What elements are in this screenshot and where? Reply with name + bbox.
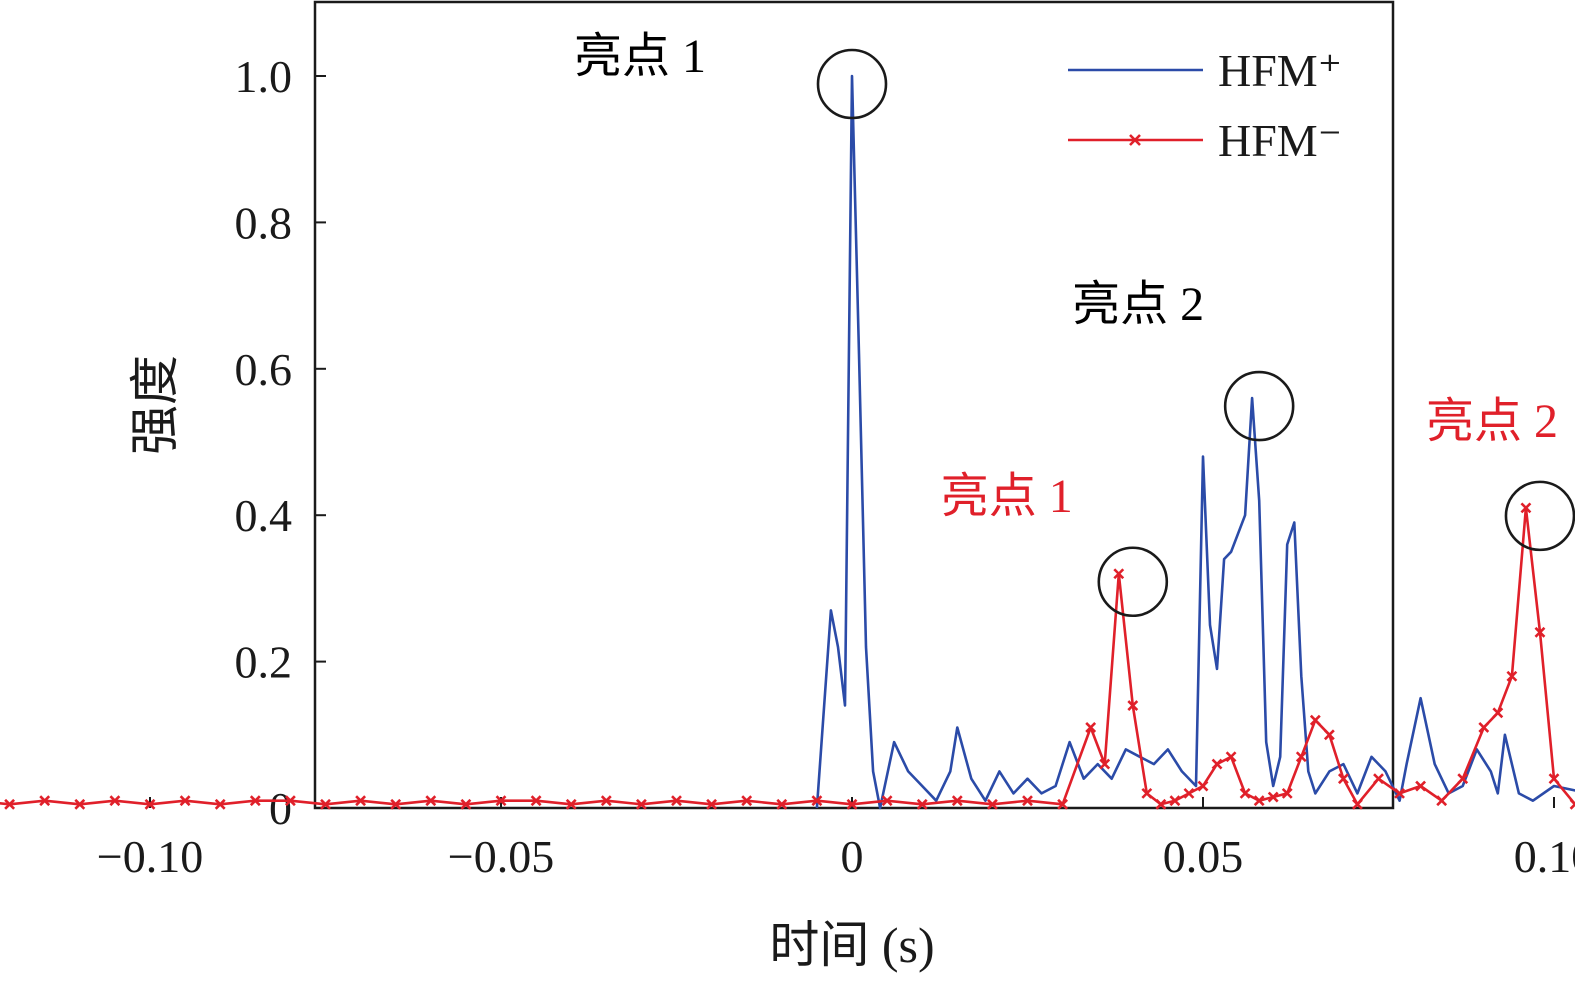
data-point: [425, 795, 437, 807]
data-point: [109, 795, 121, 807]
bright-spot-label: 亮点 2: [1426, 395, 1558, 448]
data-point: [706, 798, 718, 810]
data-point: [1478, 722, 1490, 733]
x-tick-label: 0.05: [1163, 831, 1244, 882]
data-point: [1548, 773, 1560, 785]
data-point: [1352, 798, 1363, 810]
legend-label: HFM⁺: [1218, 45, 1342, 96]
highlight-circle: [1097, 546, 1169, 618]
legend-label: HFM⁻: [1218, 115, 1342, 166]
data-point: [355, 795, 367, 807]
x-tick-label: −0.05: [448, 831, 554, 882]
data-point: [1239, 787, 1251, 799]
data-point: [1569, 798, 1575, 810]
data-point: [249, 795, 261, 807]
data-point: [1534, 626, 1546, 638]
data-point: [1267, 791, 1279, 803]
data-point: [600, 795, 612, 807]
bright-spot-label: 亮点 2: [1072, 278, 1204, 331]
data-point: [1085, 722, 1097, 733]
data-point: [881, 795, 893, 807]
data-point: [1295, 751, 1307, 763]
data-point: [1141, 787, 1153, 799]
data-point: [284, 795, 296, 807]
bright-spot-label: 亮点 1: [941, 470, 1073, 523]
data-point: [1309, 714, 1321, 726]
data-point: [495, 795, 507, 807]
data-point: [1253, 795, 1265, 807]
data-point: [916, 798, 928, 810]
data-point: [1113, 568, 1125, 580]
data-point: [39, 795, 51, 807]
data-point: [951, 795, 963, 807]
data-point: [214, 798, 226, 810]
data-point: [671, 795, 682, 807]
y-tick-label: 0.2: [235, 637, 293, 688]
data-point: [74, 798, 86, 810]
y-tick-label: 0.4: [235, 490, 293, 541]
x-tick-label: 0: [841, 831, 864, 882]
data-point: [1099, 758, 1111, 770]
data-point: [1057, 798, 1069, 810]
data-point: [635, 798, 647, 810]
y-tick-label: 0.6: [235, 344, 293, 395]
series-line-0: [815, 74, 1575, 810]
data-point: [1323, 729, 1335, 741]
data-point: [1197, 780, 1209, 792]
data-point: [1506, 670, 1518, 682]
highlight-circle: [1223, 370, 1295, 442]
data-point: [1415, 780, 1427, 792]
data-point: [741, 795, 753, 807]
data-point: [776, 798, 788, 810]
y-tick-label: 0: [269, 783, 292, 834]
data-point: [1022, 795, 1033, 807]
data-point: [1281, 787, 1293, 799]
data-point: [1492, 707, 1504, 719]
data-point: [1211, 758, 1223, 770]
data-point: [144, 798, 156, 810]
data-point: [565, 798, 577, 810]
data-point: [4, 798, 16, 810]
x-tick-label: 0.10: [1514, 831, 1575, 882]
data-point: [460, 798, 472, 810]
data-point: [1183, 787, 1195, 799]
highlight-circle: [1504, 480, 1575, 552]
y-axis-title: 强度: [127, 355, 183, 455]
data-point: [811, 795, 823, 807]
data-point: [1394, 787, 1405, 799]
data-point: [1225, 751, 1237, 763]
data-point: [179, 795, 191, 807]
data-point: [390, 798, 402, 810]
data-point: [1337, 773, 1349, 785]
data-point: [1436, 795, 1448, 807]
data-point: [1520, 502, 1532, 514]
legend-item: HFM⁺: [1068, 45, 1342, 96]
data-point: [1457, 773, 1469, 785]
data-point: [1127, 700, 1139, 711]
data-point: [530, 795, 542, 807]
data-point: [1155, 798, 1167, 810]
data-point: [846, 798, 858, 810]
data-point: [1373, 773, 1384, 785]
data-point: [1169, 795, 1181, 807]
x-axis-title: 时间 (s): [769, 917, 934, 973]
data-point: [986, 798, 998, 810]
highlight-circle: [816, 48, 888, 120]
x-tick-label: −0.10: [97, 831, 203, 882]
bright-spot-label: 亮点 1: [574, 30, 706, 83]
data-point: [320, 798, 331, 810]
legend-item: HFM⁻: [1068, 115, 1342, 166]
y-tick-label: 1.0: [235, 51, 293, 102]
y-tick-label: 0.8: [235, 197, 293, 248]
